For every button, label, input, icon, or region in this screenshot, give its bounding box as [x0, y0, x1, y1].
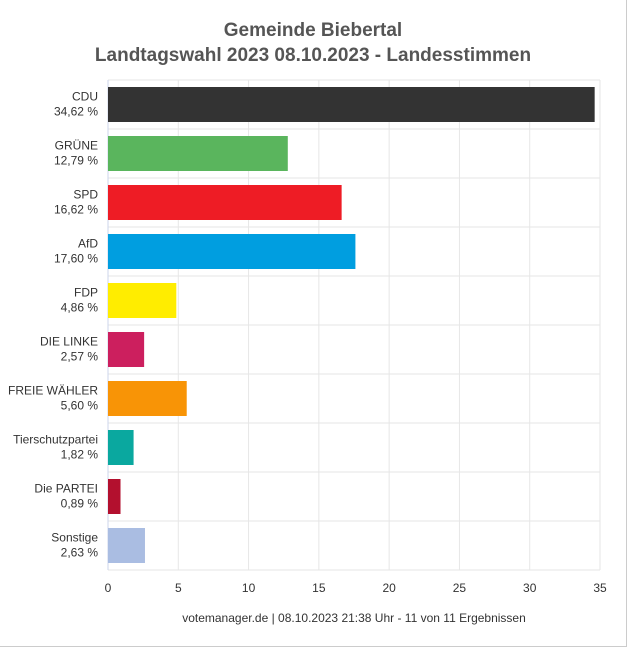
- bar-grüne: [108, 136, 288, 171]
- category-label: FDP: [74, 286, 98, 300]
- value-label: 4,86 %: [61, 301, 99, 315]
- value-label: 2,57 %: [61, 350, 99, 364]
- value-label: 2,63 %: [61, 546, 99, 560]
- value-label: 16,62 %: [54, 203, 98, 217]
- chart-footer: votemanager.de | 08.10.2023 21:38 Uhr - …: [182, 611, 526, 625]
- category-label: DIE LINKE: [40, 335, 98, 349]
- category-label: Tierschutzpartei: [13, 433, 98, 447]
- category-label: Die PARTEI: [34, 482, 98, 496]
- category-label: FREIE WÄHLER: [8, 384, 98, 398]
- value-label: 5,60 %: [61, 399, 99, 413]
- value-label: 0,89 %: [61, 497, 99, 511]
- bar-fdp: [108, 283, 177, 318]
- chart-title: Gemeinde Biebertal: [223, 20, 403, 41]
- x-tick-label: 30: [523, 581, 537, 595]
- bar-sonstige: [108, 528, 145, 563]
- bar-die-linke: [108, 332, 145, 367]
- category-label: Sonstige: [51, 531, 98, 545]
- x-tick-label: 5: [175, 581, 182, 595]
- value-label: 1,82 %: [61, 448, 99, 462]
- value-label: 17,60 %: [54, 252, 98, 266]
- bar-freie-wähler: [108, 381, 187, 416]
- category-label: AfD: [78, 237, 98, 251]
- category-label: CDU: [72, 90, 98, 104]
- x-tick-label: 10: [242, 581, 256, 595]
- x-tick-label: 0: [105, 581, 112, 595]
- x-tick-label: 15: [312, 581, 326, 595]
- x-tick-label: 20: [382, 581, 396, 595]
- category-label: GRÜNE: [55, 139, 98, 153]
- bar-afd: [108, 234, 356, 269]
- x-tick-label: 35: [593, 581, 607, 595]
- bar-cdu: [108, 87, 595, 122]
- chart-subtitle: Landtagswahl 2023 08.10.2023 - Landessti…: [94, 45, 532, 66]
- x-tick-label: 25: [453, 581, 467, 595]
- value-label: 12,79 %: [54, 154, 98, 168]
- chart-frame: [0, 0, 627, 647]
- bar-tierschutzpartei: [108, 430, 134, 465]
- bar-spd: [108, 185, 342, 220]
- bar-die-partei: [108, 479, 121, 514]
- category-label: SPD: [73, 188, 98, 202]
- value-label: 34,62 %: [54, 105, 98, 119]
